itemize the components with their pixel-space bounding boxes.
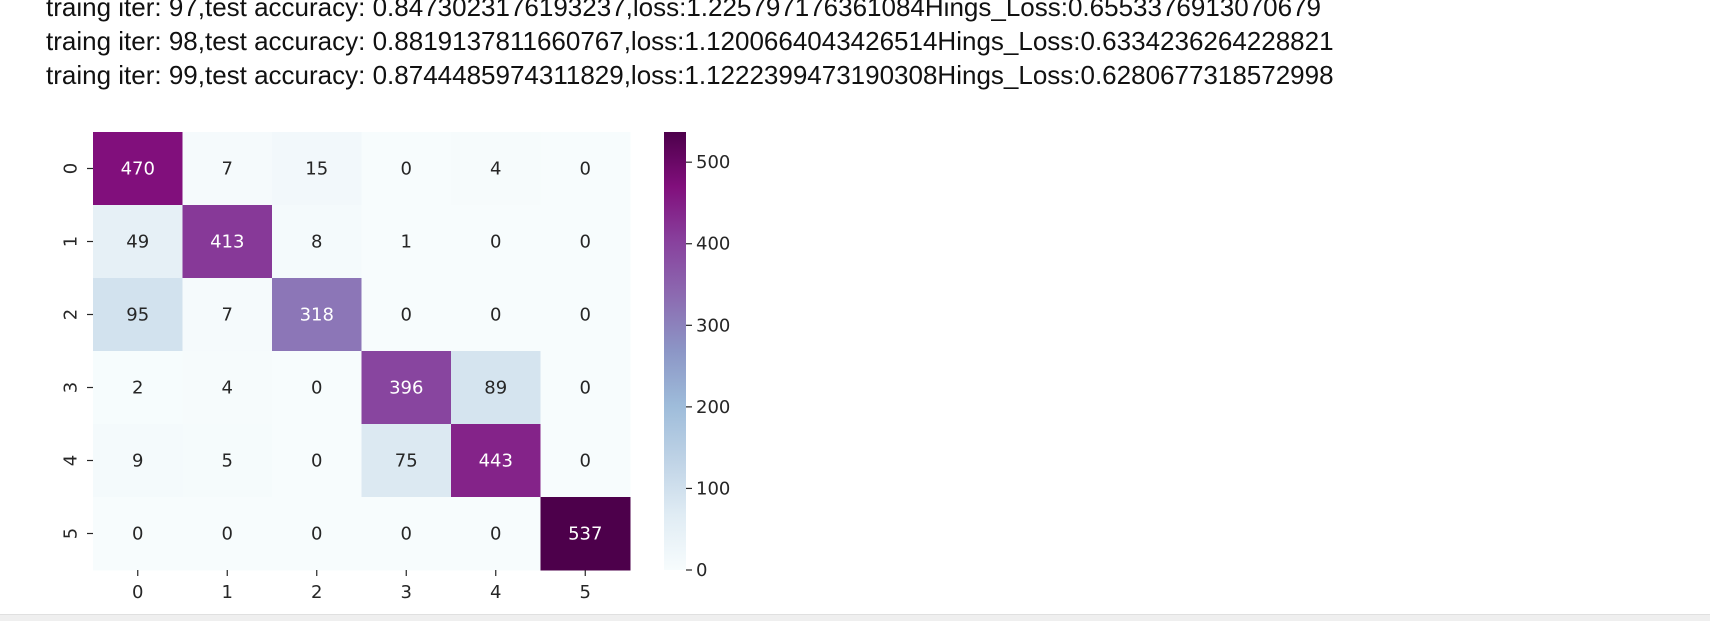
heatmap-cell-label-r2-c3: 0: [401, 305, 412, 326]
x-tick-label-5: 5: [580, 582, 591, 603]
heatmap-cell-label-r4-c1: 5: [222, 451, 233, 472]
y-tick-label-4: 4: [61, 455, 82, 466]
heatmap-cell-label-r2-c2: 318: [300, 305, 334, 326]
heatmap-cell-label-r2-c4: 0: [490, 305, 501, 326]
heatmap-cell-label-r3-c2: 0: [311, 378, 322, 399]
heatmap-cell-label-r1-c5: 0: [580, 232, 591, 253]
heatmap-cell-label-r3-c3: 396: [389, 378, 423, 399]
x-tick-label-2: 2: [311, 582, 322, 603]
heatmap-cell-label-r1-c1: 413: [210, 232, 244, 253]
x-tick-label-3: 3: [401, 582, 412, 603]
heatmap-cell-label-r4-c2: 0: [311, 451, 322, 472]
heatmap-cell-label-r3-c0: 2: [132, 378, 143, 399]
x-tick-label-1: 1: [222, 582, 233, 603]
heatmap-cell-label-r5-c4: 0: [490, 524, 501, 545]
y-tick-label-2: 2: [61, 309, 82, 320]
x-tick-label-0: 0: [132, 582, 143, 603]
colorbar: [664, 132, 686, 570]
heatmap-cell-label-r5-c0: 0: [132, 524, 143, 545]
heatmap-cell-label-r0-c5: 0: [580, 159, 591, 180]
heatmap-cell-label-r5-c1: 0: [222, 524, 233, 545]
heatmap-cell-label-r4-c0: 9: [132, 451, 143, 472]
heatmap-cell-label-r4-c3: 75: [395, 451, 418, 472]
heatmap-cell-label-r1-c3: 1: [401, 232, 412, 253]
y-tick-label-1: 1: [61, 236, 82, 247]
colorbar-tick-label-0: 0: [696, 560, 707, 581]
y-tick-label-3: 3: [61, 382, 82, 393]
heatmap-cell-label-r1-c2: 8: [311, 232, 322, 253]
heatmap-cell-label-r5-c2: 0: [311, 524, 322, 545]
heatmap-cell-label-r3-c4: 89: [484, 378, 507, 399]
heatmap-cell-label-r1-c4: 0: [490, 232, 501, 253]
heatmap-cell-label-r2-c0: 95: [126, 305, 149, 326]
colorbar-tick-label-400: 400: [696, 234, 730, 255]
heatmap-cell-label-r1-c0: 49: [126, 232, 149, 253]
heatmap-cell-label-r0-c2: 15: [305, 159, 328, 180]
y-tick-label-0: 0: [61, 163, 82, 174]
heatmap-cell-label-r3-c1: 4: [222, 378, 233, 399]
colorbar-tick-label-200: 200: [696, 397, 730, 418]
colorbar-tick-label-500: 500: [696, 152, 730, 173]
y-tick-label-5: 5: [61, 528, 82, 539]
heatmap-cell-label-r5-c5: 537: [568, 524, 602, 545]
colorbar-tick-label-300: 300: [696, 315, 730, 336]
heatmap-cell-label-r4-c5: 0: [580, 451, 591, 472]
heatmap-cell-label-r2-c1: 7: [222, 305, 233, 326]
heatmap-cell-label-r5-c3: 0: [401, 524, 412, 545]
heatmap-cell-label-r4-c4: 443: [479, 451, 513, 472]
heatmap-cell-label-r2-c5: 0: [580, 305, 591, 326]
colorbar-tick-label-100: 100: [696, 478, 730, 499]
x-tick-label-4: 4: [490, 582, 501, 603]
heatmap-cell-label-r0-c3: 0: [401, 159, 412, 180]
heatmap-cell-label-r0-c1: 7: [222, 159, 233, 180]
heatmap-cell-label-r0-c4: 4: [490, 159, 501, 180]
heatmap-cell-label-r0-c0: 470: [121, 159, 155, 180]
heatmap-cell-label-r3-c5: 0: [580, 378, 591, 399]
